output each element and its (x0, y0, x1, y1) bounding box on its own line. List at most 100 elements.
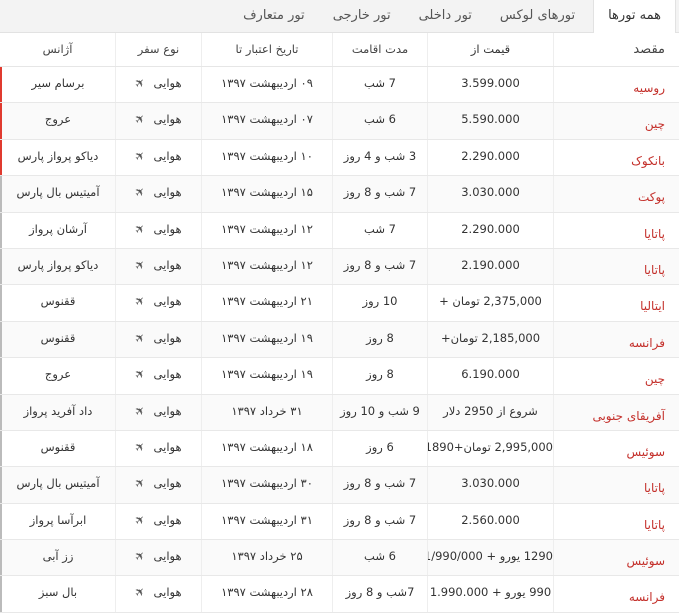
row-destination-link[interactable]: چین (553, 103, 679, 139)
row-destination-link[interactable]: سوئیس (553, 430, 679, 467)
tab-all-tours[interactable]: همه تورها (593, 0, 676, 33)
row-travel-type: هوایی ✈ (115, 139, 201, 176)
row-indicator-bar (0, 467, 2, 503)
row-indicator-bar (0, 67, 2, 103)
table-row[interactable]: فرانسه 2,185,000 تومان+ 8 روز ۱۹ اردیبهش… (0, 321, 679, 359)
header-valid-until: تاریخ اعتبار تا (201, 33, 332, 66)
row-agency: ابرآسا پرواز (0, 503, 115, 540)
row-travel-type-label: هوایی (153, 148, 182, 163)
tours-table: مقصد قیمت از مدت اقامت تاریخ اعتبار تا ن… (0, 33, 679, 613)
table-row[interactable]: فرانسه 990 یورو + 1.990.000 7شب و 8 روز … (0, 576, 679, 613)
table-row[interactable]: چین 6.190.000 8 روز ۱۹ اردیبهشت ۱۳۹۷ هوا… (0, 358, 679, 395)
row-agency: ققنوس (0, 285, 115, 321)
tab-standard-tours[interactable]: تور متعارف (243, 8, 305, 23)
row-agency: ققنوس (0, 321, 115, 358)
row-stay: 7 شب و 8 روز (332, 503, 427, 540)
row-indicator-bar (0, 321, 2, 358)
row-agency: عروج (0, 358, 115, 394)
row-stay: 7 شب و 8 روز (332, 176, 427, 212)
row-indicator-bar (0, 285, 2, 321)
row-stay: 7شب و 8 روز (332, 576, 427, 612)
row-valid-until: ۱۰ اردیبهشت ۱۳۹۷ (201, 139, 332, 176)
row-destination-link[interactable]: پاتایا (553, 212, 679, 248)
row-destination-link[interactable]: پاتایا (553, 503, 679, 540)
tab-domestic-tours[interactable]: تور داخلی (418, 8, 472, 23)
travel-type-wrap: هوایی ✈ (132, 402, 182, 419)
row-indicator-bar (0, 394, 2, 430)
row-price: 1290 یورو + 1/990/000 (427, 540, 553, 576)
row-destination-link[interactable]: پوکت (553, 176, 679, 212)
row-valid-until: ۱۸ اردیبهشت ۱۳۹۷ (201, 430, 332, 467)
row-travel-type-label: هوایی (153, 76, 182, 90)
table-row[interactable]: سوئیس 1290 یورو + 1/990/000 6 شب ۲۵ خردا… (0, 540, 679, 577)
row-price: 2,375,000 تومان + (427, 285, 553, 321)
table-row[interactable]: آفریقای جنوبی شروع از 2950 دلار 9 شب و 1… (0, 394, 679, 431)
row-destination-link[interactable]: آفریقای جنوبی (553, 394, 679, 430)
row-destination-link[interactable]: روسیه (553, 67, 679, 103)
airplane-icon: ✈ (131, 547, 150, 565)
row-destination-link[interactable]: فرانسه (553, 576, 679, 612)
header-stay: مدت اقامت (332, 33, 427, 66)
airplane-icon: ✈ (131, 583, 150, 601)
table-row[interactable]: روسیه 3.599.000 7 شب ۰۹ اردیبهشت ۱۳۹۷ هو… (0, 67, 679, 104)
row-stay: 3 شب و 4 روز (332, 139, 427, 176)
row-stay: 8 روز (332, 321, 427, 358)
row-travel-type: هوایی ✈ (115, 103, 201, 139)
table-row[interactable]: پاتایا 3.030.000 7 شب و 8 روز ۳۰ اردیبهش… (0, 467, 679, 504)
row-travel-type-label: هوایی (153, 367, 182, 382)
row-agency: آمیتیس بال پارس (0, 176, 115, 212)
row-price: 2,995,000 تومان+1890یورو (427, 430, 553, 467)
row-valid-until: ۲۸ اردیبهشت ۱۳۹۷ (201, 576, 332, 612)
row-travel-type-label: هوایی (153, 439, 182, 454)
table-row[interactable]: پاتایا 2.290.000 7 شب ۱۲ اردیبهشت ۱۳۹۷ ه… (0, 212, 679, 249)
row-travel-type: هوایی ✈ (115, 394, 201, 430)
row-price: 2.560.000 (427, 503, 553, 540)
airplane-icon: ✈ (131, 183, 150, 201)
travel-type-wrap: هوایی ✈ (131, 147, 182, 165)
header-travel-type: نوع سفر (115, 33, 201, 66)
table-row[interactable]: پاتایا 2.560.000 7 شب و 8 روز ۳۱ اردیبهش… (0, 503, 679, 541)
tab-foreign-tours[interactable]: تور خارجی (332, 8, 391, 23)
row-travel-type-label: هوایی (153, 585, 182, 600)
airplane-icon: ✈ (131, 365, 150, 383)
travel-type-wrap: هوایی ✈ (131, 365, 182, 383)
row-travel-type-label: هوایی (153, 403, 182, 418)
row-stay: 6 روز (332, 430, 427, 467)
tour-tabs: همه تورها تورهای لوکس تور داخلی تور خارج… (0, 0, 679, 33)
row-destination-link[interactable]: چین (553, 358, 679, 394)
travel-type-wrap: هوایی ✈ (132, 438, 182, 455)
table-row[interactable]: چین 5.590.000 6 شب ۰۷ اردیبهشت ۱۳۹۷ هوای… (0, 103, 679, 140)
row-destination-link[interactable]: بانکوک (553, 139, 679, 176)
table-row[interactable]: ایتالیا 2,375,000 تومان + 10 روز ۲۱ اردی… (0, 285, 679, 322)
row-agency: زز آبی (0, 540, 115, 576)
table-row[interactable]: بانکوک 2.290.000 3 شب و 4 روز ۱۰ اردیبهش… (0, 139, 679, 177)
row-travel-type: هوایی ✈ (115, 67, 201, 103)
tab-luxury-tours[interactable]: تورهای لوکس (499, 8, 576, 23)
row-valid-until: ۳۰ اردیبهشت ۱۳۹۷ (201, 467, 332, 503)
row-travel-type-label: هوایی (153, 185, 182, 200)
row-travel-type: هوایی ✈ (115, 285, 201, 321)
airplane-icon: ✈ (131, 147, 150, 165)
row-travel-type-label: هوایی (153, 549, 182, 564)
row-price: 2.290.000 (427, 139, 553, 176)
row-indicator-bar (0, 358, 2, 394)
row-travel-type: هوایی ✈ (115, 321, 201, 358)
table-row[interactable]: پاتایا 2.190.000 7 شب و 8 روز ۱۲ اردیبهش… (0, 248, 679, 286)
row-destination-link[interactable]: سوئیس (553, 540, 679, 576)
row-agency: داد آفرید پرواز (0, 394, 115, 430)
airplane-icon: ✈ (131, 474, 150, 492)
airplane-icon: ✈ (131, 110, 150, 128)
row-agency: دیاکو پرواز پارس (0, 139, 115, 176)
row-indicator-bar (0, 103, 2, 139)
row-destination-link[interactable]: پاتایا (553, 467, 679, 503)
table-row[interactable]: سوئیس 2,995,000 تومان+1890یورو 6 روز ۱۸ … (0, 430, 679, 468)
row-destination-link[interactable]: پاتایا (553, 248, 679, 285)
table-row[interactable]: پوکت 3.030.000 7 شب و 8 روز ۱۵ اردیبهشت … (0, 176, 679, 213)
row-indicator-bar (0, 540, 2, 576)
row-destination-link[interactable]: ایتالیا (553, 285, 679, 321)
row-destination-link[interactable]: فرانسه (553, 321, 679, 358)
row-travel-type: هوایی ✈ (115, 576, 201, 612)
travel-type-wrap: هوایی ✈ (132, 220, 182, 237)
row-indicator-bar (0, 503, 2, 540)
row-valid-until: ۰۷ اردیبهشت ۱۳۹۷ (201, 103, 332, 139)
